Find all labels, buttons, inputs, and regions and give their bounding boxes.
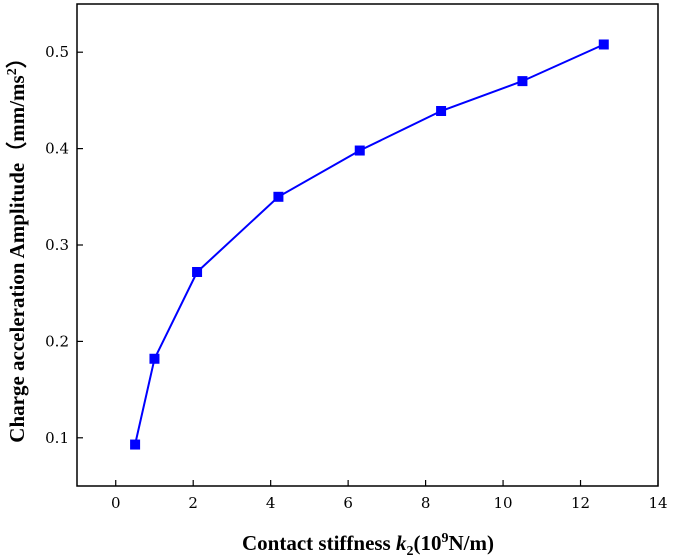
data-point-marker bbox=[149, 353, 160, 364]
data-point-marker bbox=[192, 266, 203, 277]
y-tick-label: 0.1 bbox=[45, 429, 69, 447]
x-tick-label: 14 bbox=[648, 494, 667, 512]
data-point-marker bbox=[130, 439, 141, 450]
data-point-marker bbox=[436, 106, 447, 117]
x-tick-label: 8 bbox=[421, 494, 431, 512]
x-tick-label: 12 bbox=[571, 494, 590, 512]
tick-group bbox=[77, 51, 659, 486]
y-axis-title: Charge acceleration Amplitude（mm/ms2） bbox=[5, 47, 29, 442]
x-axis-title: Contact stiffness k2(109N/m) bbox=[242, 531, 494, 559]
x-tick-label: 10 bbox=[494, 494, 513, 512]
data-point-marker bbox=[354, 145, 365, 156]
x-tick-label: 4 bbox=[266, 494, 276, 512]
x-tick-label: 2 bbox=[188, 494, 198, 512]
y-tick-label: 0.4 bbox=[45, 140, 69, 158]
data-point-marker bbox=[598, 39, 609, 50]
series-group bbox=[130, 39, 609, 450]
y-tick-label: 0.2 bbox=[45, 332, 69, 350]
data-point-marker bbox=[517, 76, 528, 87]
tick-label-group: 0 2 4 6 8 10 12 14 0.1 0.2 0.3 0.4 0.5 bbox=[45, 43, 667, 512]
y-tick-label: 0.5 bbox=[45, 43, 69, 61]
x-tick-label: 6 bbox=[343, 494, 353, 512]
plot-frame bbox=[76, 3, 659, 487]
y-tick-label: 0.3 bbox=[45, 236, 69, 254]
series-line bbox=[134, 43, 605, 445]
data-point-marker bbox=[273, 191, 284, 202]
x-tick-label: 0 bbox=[111, 494, 121, 512]
